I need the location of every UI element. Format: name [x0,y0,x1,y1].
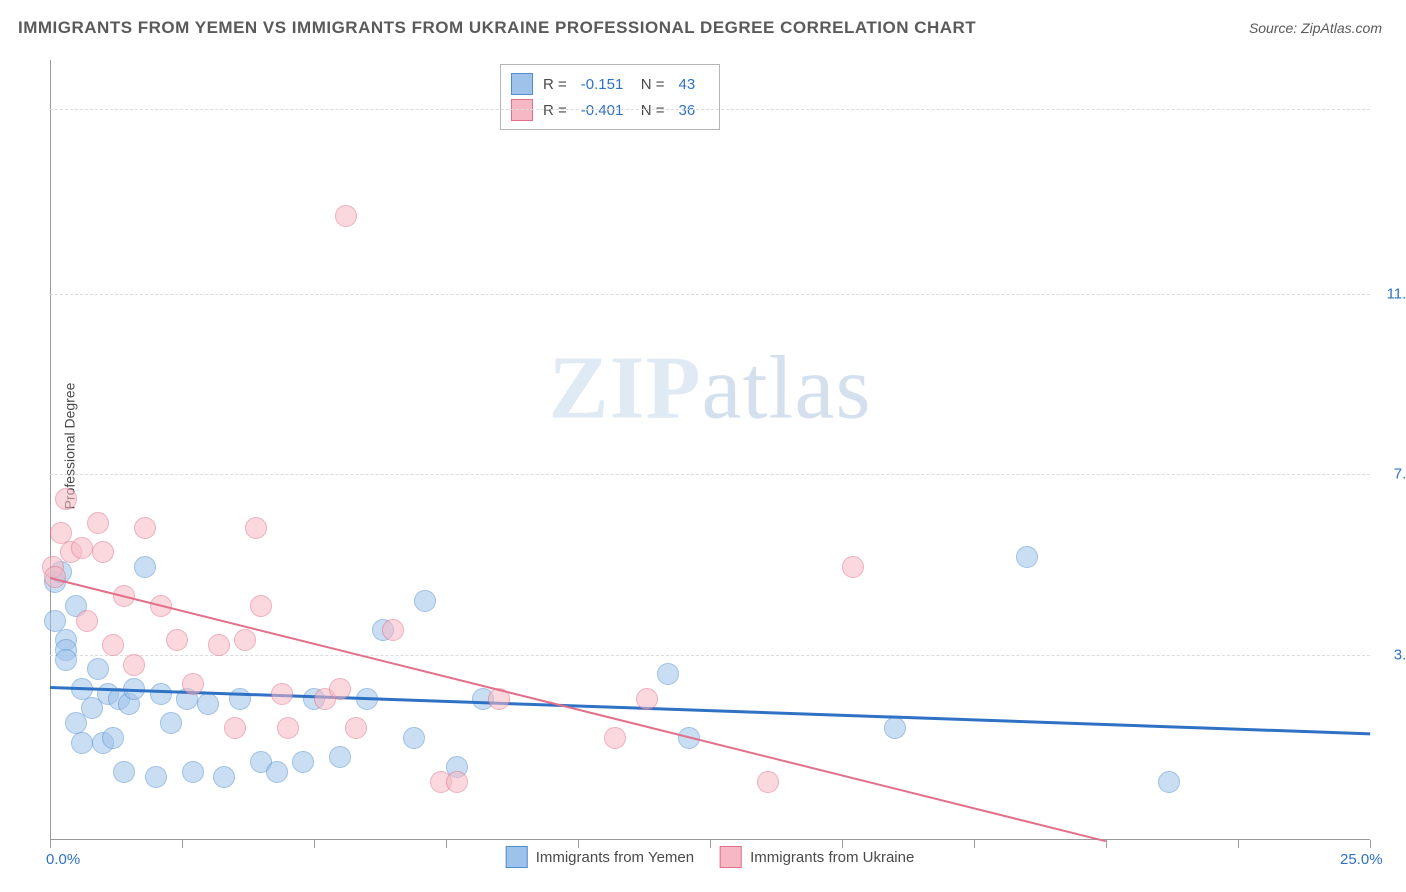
x-tick [446,840,447,848]
watermark: ZIPatlas [549,336,872,439]
x-tick [1370,840,1371,848]
gridline [50,655,1370,656]
data-point [234,629,256,651]
legend-n-value: 43 [679,76,705,93]
data-point [55,488,77,510]
x-tick [314,840,315,848]
legend-swatch [511,99,533,121]
y-tick-label: 7.5% [1394,466,1406,483]
scatter-chart: ZIPatlas R =-0.151N =43R =-0.401N =36 Im… [50,60,1370,840]
data-point [87,658,109,680]
data-point [145,766,167,788]
data-point [250,595,272,617]
data-point [76,610,98,632]
data-point [113,761,135,783]
watermark-thin: atlas [702,338,872,437]
data-point [87,512,109,534]
legend-r-label: R = [543,102,567,119]
y-tick-label: 11.2% [1387,286,1406,303]
watermark-bold: ZIP [549,338,702,437]
chart-title: IMMIGRANTS FROM YEMEN VS IMMIGRANTS FROM… [18,18,976,38]
data-point [160,712,182,734]
legend-n-label: N = [641,76,665,93]
data-point [884,717,906,739]
legend-swatch [511,73,533,95]
gridline [50,474,1370,475]
gridline [50,294,1370,295]
data-point [245,517,267,539]
x-tick-label: 25.0% [1340,851,1383,868]
data-point [71,537,93,559]
data-point [329,678,351,700]
x-tick [1238,840,1239,848]
legend-n-value: 36 [679,102,705,119]
data-point [266,761,288,783]
legend-swatch [720,846,742,868]
legend-r-label: R = [543,76,567,93]
data-point [224,717,246,739]
trend-line [50,686,1370,735]
data-point [197,693,219,715]
x-tick [710,840,711,848]
source-prefix: Source: [1249,20,1301,36]
data-point [403,727,425,749]
gridline [50,109,1370,110]
data-point [182,673,204,695]
legend-row: R = -0.401 N = 36 [511,97,705,123]
legend-row: R = -0.151 N = 43 [511,71,705,97]
data-point [329,746,351,768]
data-point [657,663,679,685]
data-point [71,732,93,754]
data-point [150,683,172,705]
data-point [134,556,156,578]
legend-swatch [506,846,528,868]
data-point [1016,546,1038,568]
data-point [382,619,404,641]
x-tick [974,840,975,848]
legend-n-label: N = [641,102,665,119]
data-point [292,751,314,773]
data-point [757,771,779,793]
correlation-legend: R = -0.151 N = 43 R = -0.401 N = 36 [500,64,720,130]
data-point [1158,771,1180,793]
data-point [345,717,367,739]
legend-label: Immigrants from Yemen [536,849,694,866]
data-point [123,654,145,676]
data-point [229,688,251,710]
data-point [55,649,77,671]
data-point [446,771,468,793]
data-point [604,727,626,749]
data-point [166,629,188,651]
x-tick [578,840,579,848]
x-tick [50,840,51,848]
data-point [182,761,204,783]
data-point [44,566,66,588]
y-axis-line [50,60,51,840]
data-point [277,717,299,739]
data-point [271,683,293,705]
data-point [92,541,114,563]
series-legend: Immigrants from Yemen Immigrants from Ukr… [506,846,915,868]
data-point [636,688,658,710]
legend-r-value: -0.401 [581,102,631,119]
data-point [102,727,124,749]
data-point [842,556,864,578]
data-point [414,590,436,612]
data-point [213,766,235,788]
source-name: ZipAtlas.com [1301,20,1382,36]
data-point [335,205,357,227]
y-tick-label: 3.8% [1394,646,1406,663]
data-point [134,517,156,539]
data-point [102,634,124,656]
data-point [208,634,230,656]
x-tick [842,840,843,848]
legend-item: Immigrants from Yemen [506,846,694,868]
source-attribution: Source: ZipAtlas.com [1249,20,1382,36]
x-tick [182,840,183,848]
legend-r-value: -0.151 [581,76,631,93]
legend-item: Immigrants from Ukraine [720,846,914,868]
legend-label: Immigrants from Ukraine [750,849,914,866]
x-tick-label: 0.0% [46,851,80,868]
x-tick [1106,840,1107,848]
